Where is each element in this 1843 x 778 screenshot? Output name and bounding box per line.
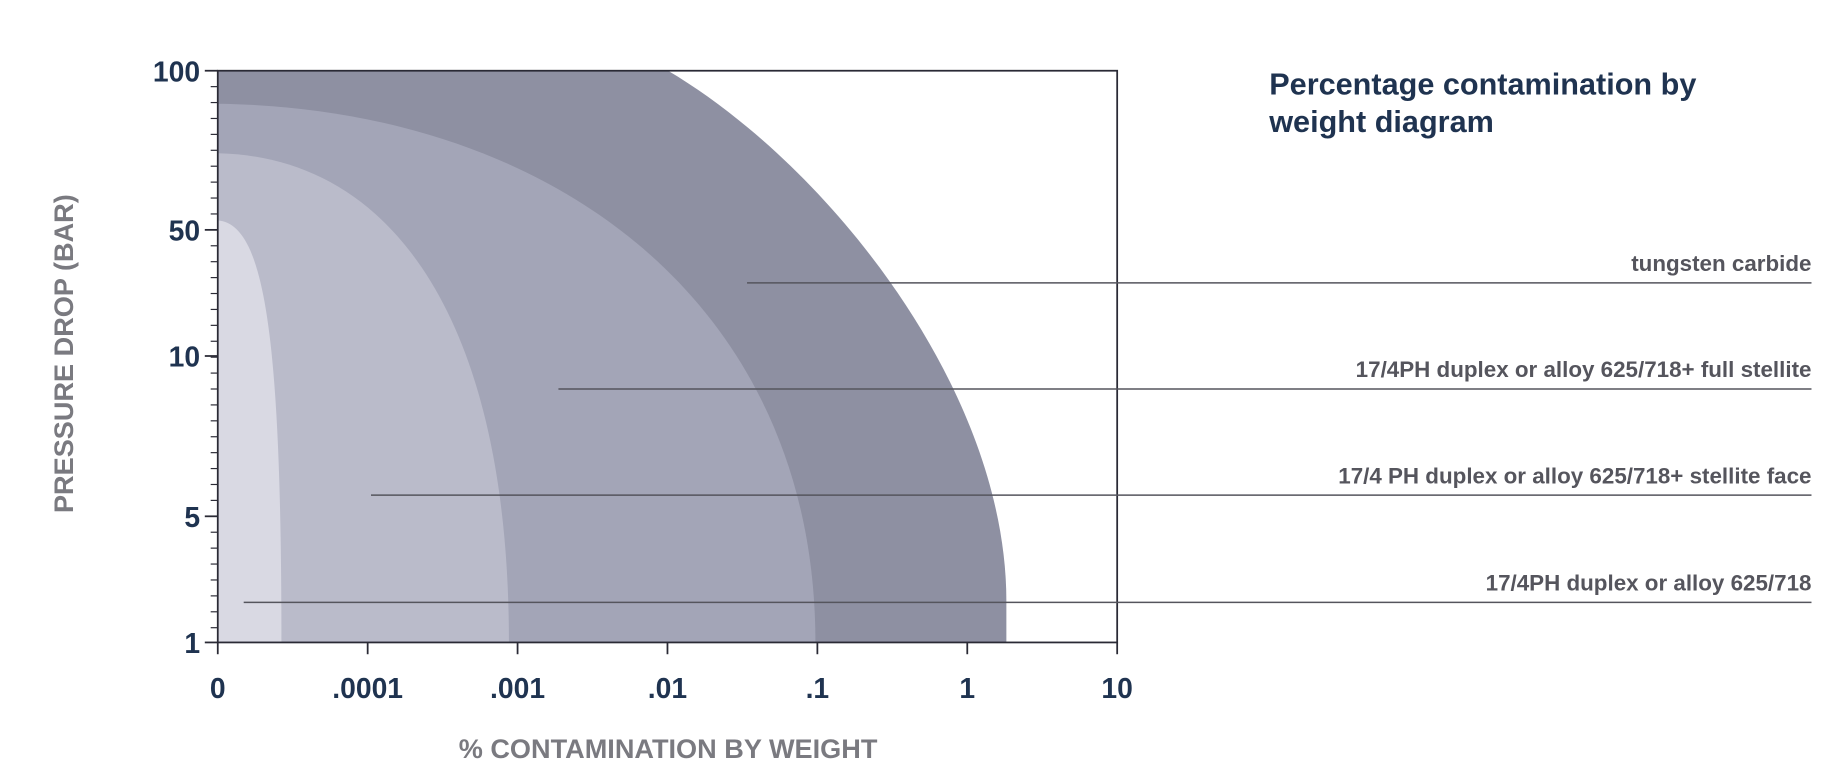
x-tick-label: .1: [806, 672, 830, 704]
x-axis-title: % CONTAMINATION BY WEIGHT: [459, 733, 878, 764]
x-tick-label: .0001: [332, 672, 403, 704]
y-tick-label: 1: [184, 627, 200, 659]
y-tick-label: 10: [169, 341, 200, 373]
region-label: 17/4 PH duplex or alloy 625/718+ stellit…: [1338, 463, 1811, 488]
title-line: Percentage contamination by: [1269, 67, 1696, 101]
x-tick-label: 1: [959, 672, 975, 704]
y-axis-title: PRESSURE DROP (BAR): [48, 194, 79, 513]
minor-ticks: [210, 70, 218, 629]
region-label: 17/4PH duplex or alloy 625/718+ full ste…: [1356, 357, 1812, 382]
x-tick-label: 10: [1101, 672, 1132, 704]
region-label: tungsten carbide: [1631, 251, 1811, 276]
leader-lines: [243, 282, 1812, 604]
y-tick-label: 100: [153, 55, 200, 87]
region-label: 17/4PH duplex or alloy 625/718: [1486, 571, 1812, 596]
y-tick-label: 5: [184, 501, 200, 533]
x-tick-label: .001: [490, 672, 545, 704]
regions: [217, 70, 1007, 643]
region-base: [217, 220, 282, 643]
title-line: weight diagram: [1268, 105, 1494, 139]
y-tick-label: 50: [169, 214, 200, 246]
x-tick-label: 0: [210, 672, 226, 704]
x-tick-label: .01: [648, 672, 687, 704]
region-stellite-face: [217, 153, 509, 643]
